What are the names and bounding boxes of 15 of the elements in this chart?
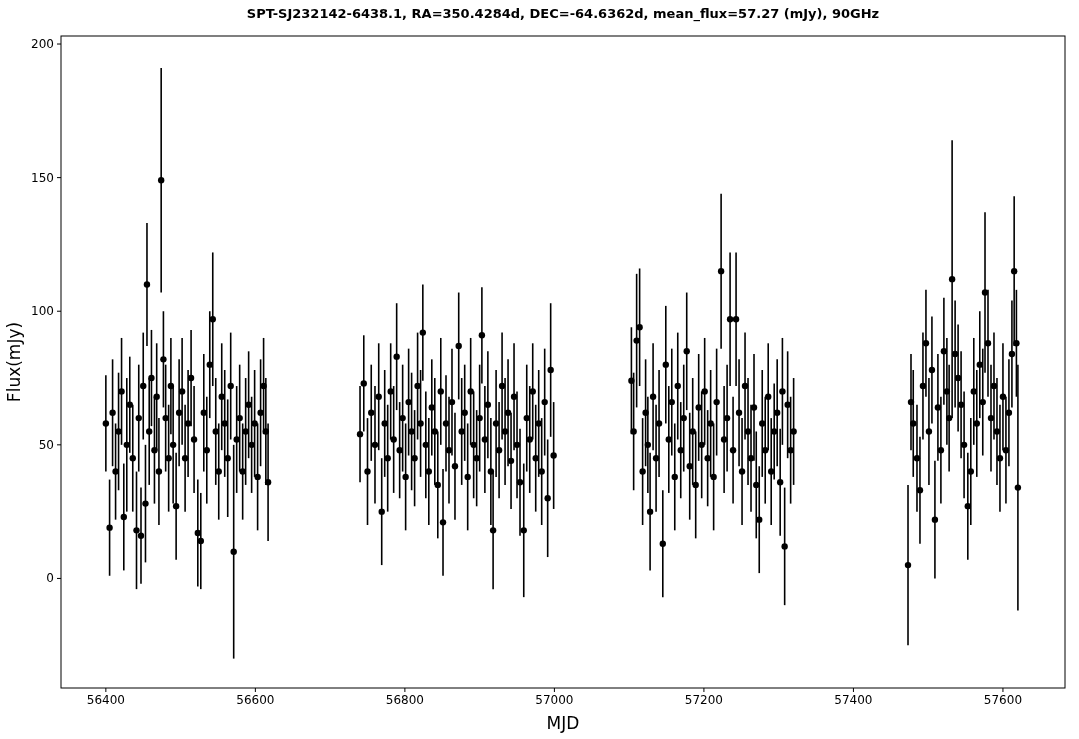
x-axis-title: MJD [546, 713, 580, 733]
chart-title: SPT-SJ232142-6438.1, RA=350.4284d, DEC=-64.6362d, mean_flux=57.27 (mJy), 90GHz [246, 6, 880, 22]
x-tick-label: 57200 [684, 693, 724, 707]
x-tick-label: 56800 [385, 693, 424, 707]
x-tick-label: 56600 [236, 693, 275, 707]
x-tick-label: 56400 [86, 693, 125, 707]
y-tick-label: 150 [31, 170, 54, 185]
y-tick-label: 200 [31, 37, 54, 52]
y-tick-label: 100 [31, 304, 54, 319]
x-tick-label: 57000 [535, 693, 574, 707]
x-tick-label: 57600 [983, 693, 1023, 707]
y-axis-title: Flux(mJy) [4, 321, 24, 403]
y-tick-label: 0 [46, 571, 54, 586]
x-tick-label: 57400 [834, 693, 873, 707]
y-tick-label: 50 [38, 437, 54, 452]
